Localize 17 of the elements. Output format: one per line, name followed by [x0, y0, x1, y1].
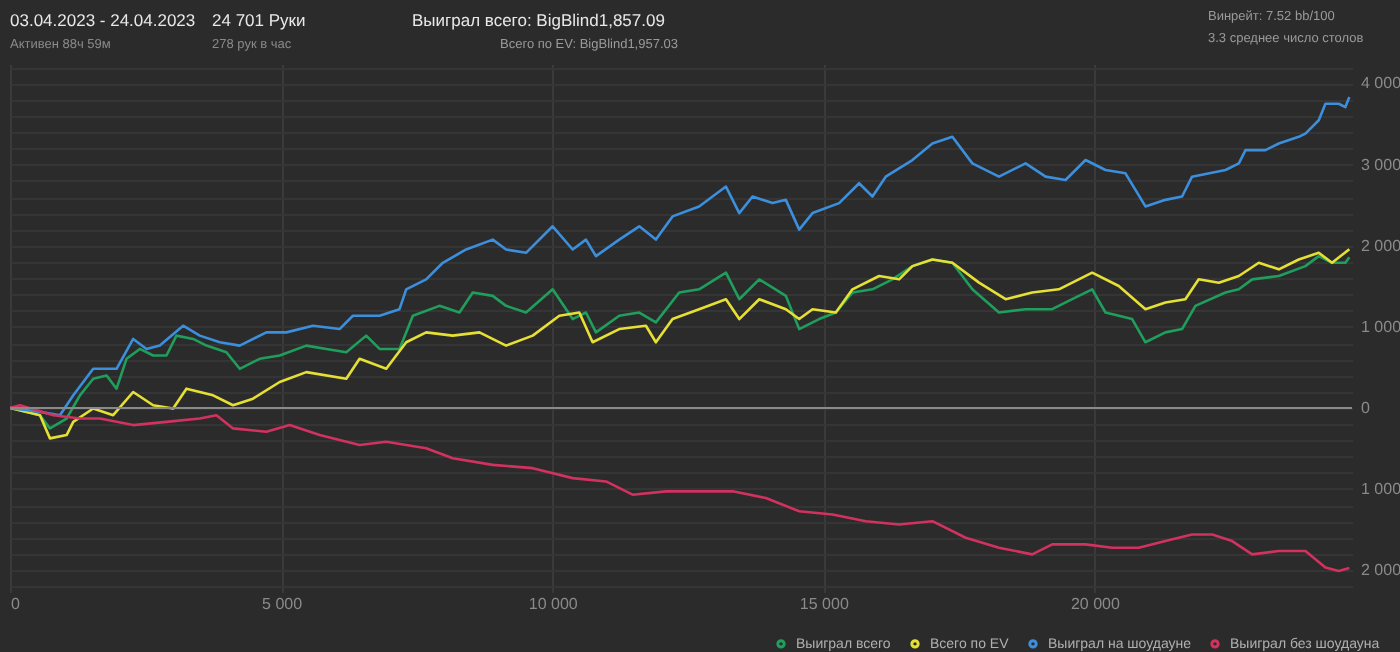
y-tick-label: 2 000	[1361, 561, 1400, 580]
text: 24 701 Руки	[212, 10, 306, 30]
chart-title: 03.04.2023 - 24.04.2023	[10, 10, 196, 30]
text: Выиграл всего: BigBlind1,857.09	[412, 10, 666, 30]
x-tick-label: 20 000	[1070, 595, 1122, 613]
x-tick-label: 5 000	[262, 595, 304, 613]
y-tick-label: 1 000	[1361, 480, 1400, 498]
y-tick-label: 2 000	[1361, 236, 1400, 255]
y-tick-label: 4 000	[1361, 74, 1400, 93]
x-tick-label: 15 000	[799, 595, 850, 613]
line-series	[10, 95, 1351, 417]
x-tick-label: 10 000	[528, 595, 579, 613]
y-tick-label: 3 000	[1361, 155, 1400, 174]
line-series	[10, 403, 1351, 573]
y-tick-label: 0	[1361, 398, 1371, 417]
y-tick-label: 1 000	[1361, 317, 1400, 336]
x-tick-label: 0	[11, 595, 21, 613]
